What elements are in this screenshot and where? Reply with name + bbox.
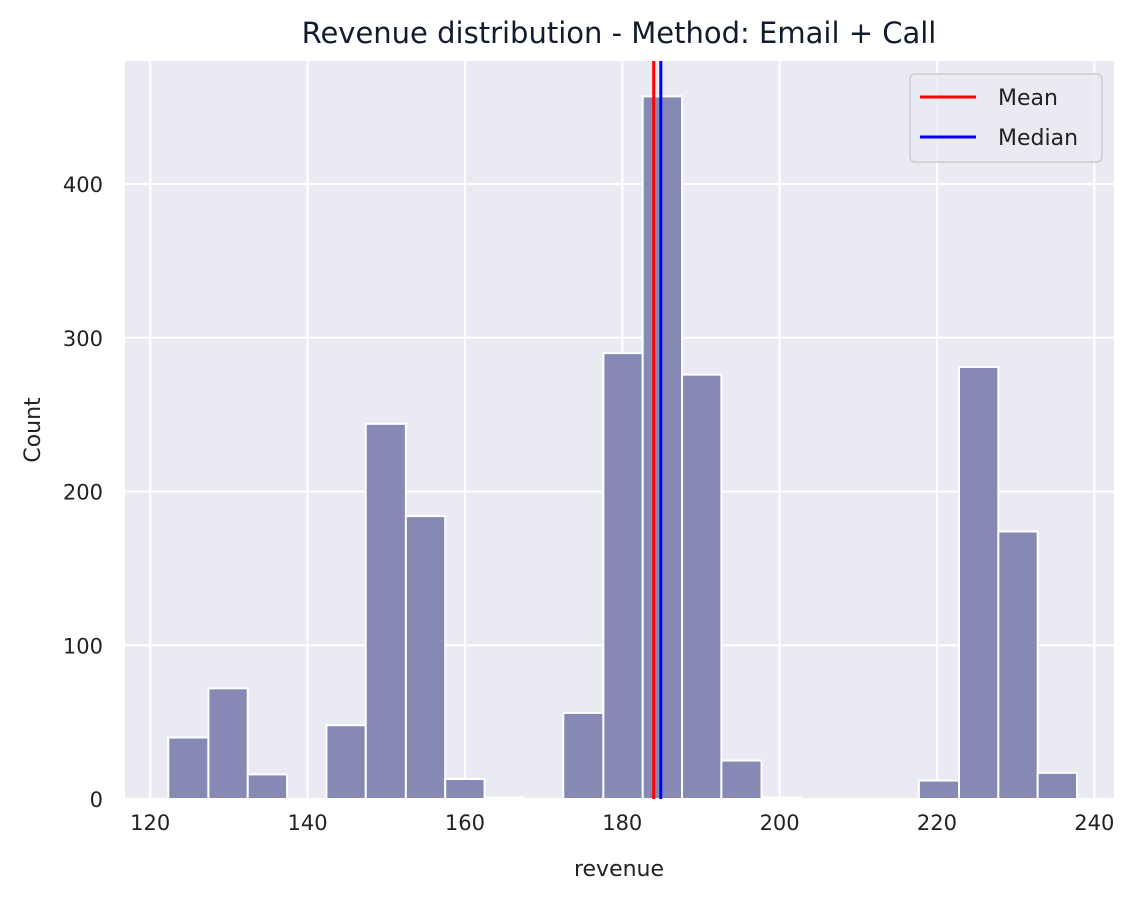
y-axis-label: Count xyxy=(21,397,46,463)
y-axis-ticks: 0 100 200 300 400 xyxy=(63,173,103,812)
legend-label-median: Median xyxy=(998,126,1078,151)
histogram-bar-0 xyxy=(167,736,210,800)
chart-title: Revenue distribution - Method: Email + C… xyxy=(302,16,937,50)
histogram-bar-20 xyxy=(958,365,1000,800)
y-tick-label-200: 200 xyxy=(63,481,103,505)
histogram-bar-2 xyxy=(246,773,289,801)
y-tick-label-100: 100 xyxy=(63,634,103,658)
x-tick-label-140: 140 xyxy=(287,811,327,835)
histogram-bar-13 xyxy=(681,373,723,800)
x-tick-label-160: 160 xyxy=(445,811,485,835)
histogram-bar-11 xyxy=(602,352,644,800)
histogram-bar-5 xyxy=(364,422,407,800)
reference-lines xyxy=(652,61,663,799)
histogram-bar-10 xyxy=(562,711,605,801)
legend-label-mean: Mean xyxy=(998,86,1058,111)
x-tick-label-180: 180 xyxy=(602,811,642,835)
histogram-bar-22 xyxy=(1036,771,1079,800)
histogram-bar-6 xyxy=(404,515,447,800)
legend: Mean Median xyxy=(909,73,1103,163)
x-tick-label-240: 240 xyxy=(1074,811,1114,835)
x-axis-label: revenue xyxy=(574,857,664,882)
histogram-bars xyxy=(167,95,1079,801)
x-tick-label-120: 120 xyxy=(130,811,170,835)
histogram-bar-1 xyxy=(207,687,249,800)
y-tick-label-400: 400 xyxy=(63,173,103,197)
histogram-bar-21 xyxy=(997,530,1039,800)
histogram-bar-8 xyxy=(483,796,525,801)
y-tick-label-300: 300 xyxy=(63,327,103,351)
histogram-bar-4 xyxy=(325,724,367,801)
x-tick-label-220: 220 xyxy=(917,811,957,835)
x-tick-label-200: 200 xyxy=(760,811,800,835)
histogram-bar-12 xyxy=(641,95,684,801)
histogram-bar-15 xyxy=(760,796,802,801)
histogram-bar-19 xyxy=(917,779,961,800)
y-tick-label-0: 0 xyxy=(90,788,103,812)
histogram-bar-14 xyxy=(720,759,763,800)
x-axis-ticks: 120 140 160 180 200 220 240 xyxy=(130,811,1114,835)
histogram-bar-7 xyxy=(444,778,486,801)
